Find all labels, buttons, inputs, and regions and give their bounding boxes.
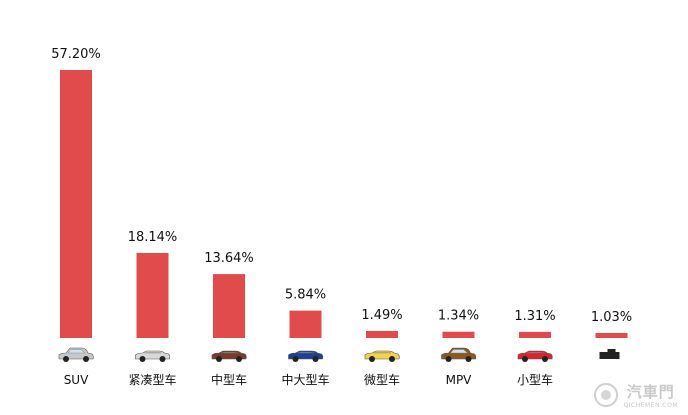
vehicle-icons — [58, 347, 620, 362]
car-window — [450, 349, 469, 354]
car-wheel — [63, 356, 69, 362]
car-wheel — [292, 356, 299, 362]
bar — [519, 331, 551, 338]
bar — [213, 274, 245, 338]
car-wheel — [445, 356, 452, 362]
large-sedan-icon — [288, 350, 324, 362]
data-label: 1.49% — [361, 308, 402, 323]
car-wheel — [389, 356, 395, 362]
data-label: 1.34% — [438, 309, 479, 324]
mpv-icon — [441, 347, 477, 362]
car-window — [220, 352, 239, 354]
value-labels: 57.20% 18.14% 13.64% 5.84% 1.49% 1.34% 1.31% 1.… — [51, 47, 632, 325]
other-vehicle-shape — [599, 352, 620, 359]
data-label: 1.03% — [591, 310, 632, 325]
car-wheel — [542, 356, 548, 362]
bar — [289, 310, 322, 338]
data-label: 1.31% — [514, 309, 555, 324]
other-vehicle-shape — [607, 349, 616, 353]
car-wheel — [83, 356, 89, 362]
suv-icon — [58, 347, 94, 362]
compact-car-icon — [135, 350, 171, 362]
bar — [60, 70, 92, 338]
category-labels: SUV 紧凑型车 中型车 中大型车 微型车 MPV 小型车 — [64, 372, 553, 387]
car-wheel — [312, 356, 319, 362]
car-window — [373, 352, 392, 354]
category-label: 紧凑型车 — [128, 372, 176, 387]
category-label: MPV — [446, 373, 473, 387]
category-label: 微型车 — [364, 372, 400, 387]
car-window — [297, 352, 315, 354]
car-wheel — [139, 356, 146, 362]
category-label: 中大型车 — [281, 372, 329, 387]
midsize-car-icon — [211, 350, 247, 362]
car-window — [67, 349, 86, 354]
car-wheel — [216, 356, 222, 362]
category-label: SUV — [64, 373, 89, 387]
mini-car-icon — [364, 350, 400, 362]
other-vehicle-icon — [599, 349, 620, 359]
data-label: 13.64% — [204, 251, 254, 266]
car-wheel — [369, 356, 375, 362]
bar — [366, 331, 398, 338]
bar — [136, 253, 169, 338]
bar — [595, 333, 628, 338]
car-wheel — [465, 356, 472, 362]
car-wheel — [159, 356, 166, 362]
data-label: 18.14% — [128, 230, 178, 245]
car-window — [144, 352, 162, 354]
bar — [442, 331, 475, 338]
car-window — [526, 352, 545, 354]
car-wheel — [236, 356, 242, 362]
data-label: 5.84% — [285, 288, 326, 303]
category-label: 中型车 — [211, 372, 247, 387]
bars-layer — [60, 70, 628, 338]
category-label: 小型车 — [517, 372, 553, 387]
car-wheel — [522, 356, 528, 362]
car-body — [58, 347, 94, 360]
small-car-icon — [517, 350, 553, 362]
data-label: 57.20% — [51, 47, 101, 62]
car-body — [441, 347, 477, 360]
